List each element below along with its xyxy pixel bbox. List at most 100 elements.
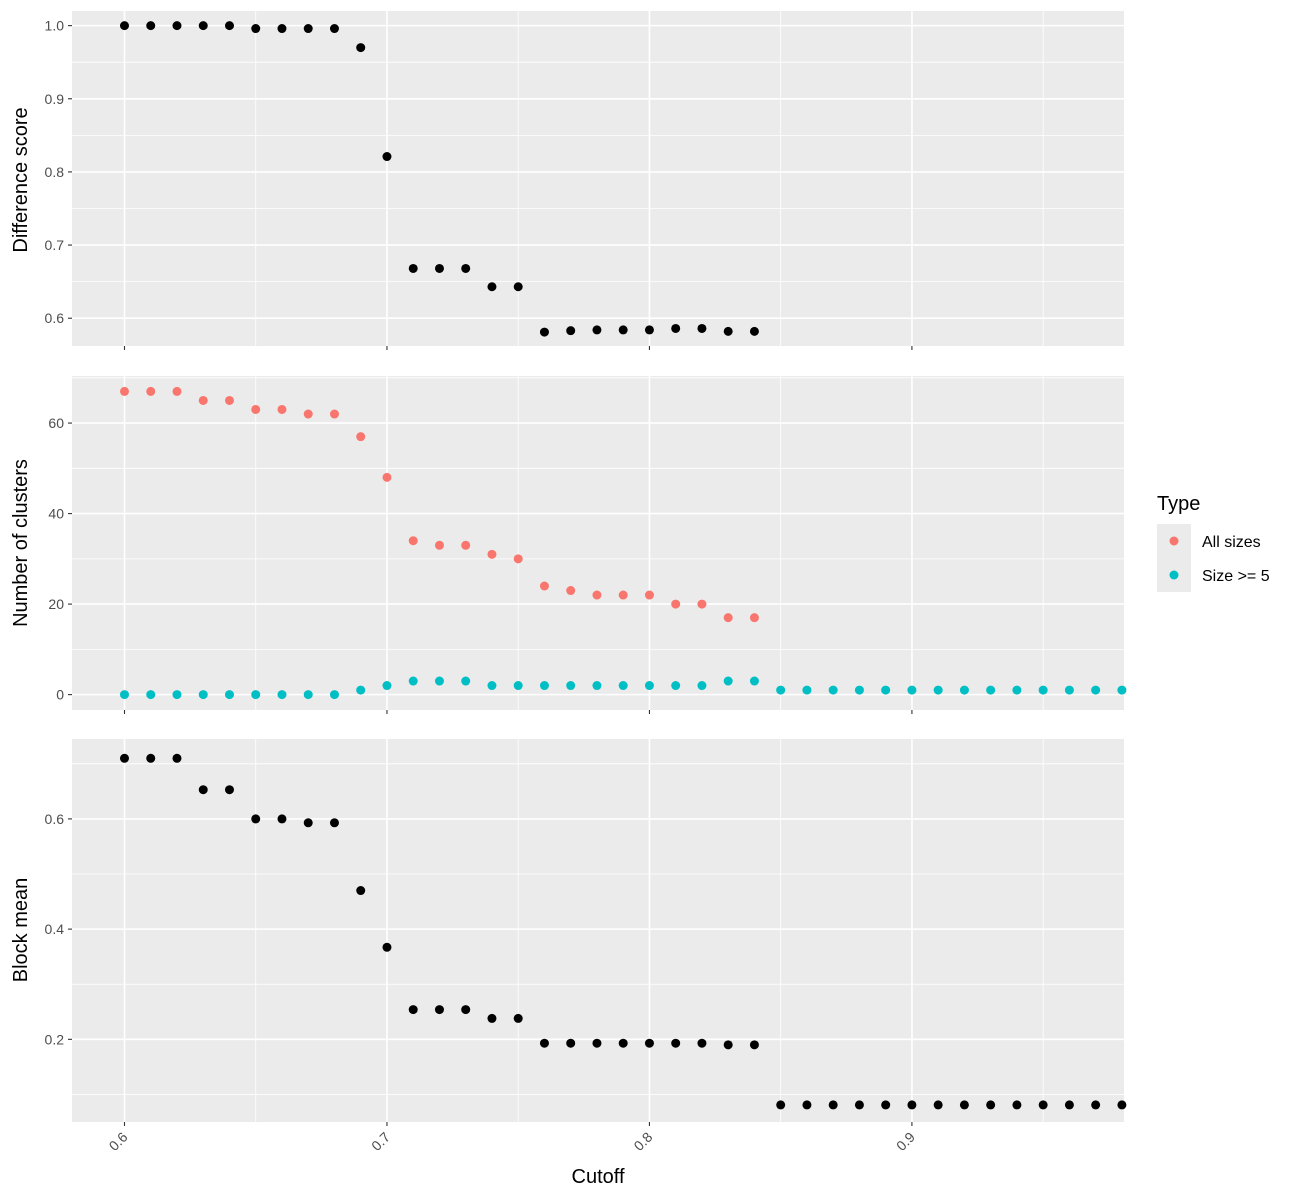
y-tick-label: 0.2 — [45, 1031, 65, 1047]
legend-title: Type — [1157, 493, 1200, 515]
data-point — [303, 690, 313, 700]
data-point — [277, 814, 287, 824]
y-tick-label: 0.7 — [45, 237, 65, 253]
panel-difference-score: 0.6 0.7 0.8 0.9 1.0 Difference score — [10, 11, 1124, 350]
x-tick-label: 0.9 — [893, 1129, 918, 1154]
data-point — [408, 676, 418, 686]
legend-label-all-sizes: All sizes — [1202, 534, 1261, 551]
series-number-of-clusters-0 — [119, 386, 759, 623]
data-point — [881, 1100, 891, 1110]
data-point — [749, 676, 759, 686]
data-point — [749, 326, 759, 336]
data-point — [986, 1100, 996, 1110]
data-point — [382, 681, 392, 691]
data-point — [408, 536, 418, 546]
data-point — [382, 942, 392, 952]
data-point — [723, 326, 733, 336]
data-point — [618, 1038, 628, 1048]
panel-number-of-clusters: 0 20 40 60 Number of clusters — [10, 376, 1127, 714]
data-point — [146, 690, 156, 700]
data-point — [618, 325, 628, 335]
data-point — [224, 395, 234, 405]
data-point — [1091, 1100, 1101, 1110]
data-point — [461, 540, 471, 550]
data-point — [1117, 1100, 1127, 1110]
data-point — [644, 1038, 654, 1048]
data-point — [539, 681, 549, 691]
data-point — [329, 409, 339, 419]
x-tick-label: 0.8 — [630, 1129, 655, 1154]
data-point — [356, 886, 366, 896]
y-axis-title-block-mean: Block mean — [10, 878, 32, 983]
data-point — [224, 21, 234, 31]
data-point — [854, 685, 864, 695]
series-number-of-clusters-1 — [119, 676, 1127, 700]
data-point — [251, 690, 261, 700]
x-tick-label: 0.6 — [106, 1129, 131, 1154]
data-point — [986, 685, 996, 695]
data-point — [277, 690, 287, 700]
data-point — [487, 1013, 497, 1023]
data-point — [828, 1100, 838, 1110]
data-point — [513, 681, 523, 691]
data-point — [329, 690, 339, 700]
data-point — [671, 681, 681, 691]
data-point — [303, 818, 313, 828]
data-point — [592, 681, 602, 691]
data-point — [539, 581, 549, 591]
data-point — [224, 690, 234, 700]
y-tick-label: 0.4 — [45, 921, 65, 937]
y-tick-label: 0.8 — [45, 164, 65, 180]
data-point — [881, 685, 891, 695]
data-point — [644, 590, 654, 600]
data-point — [1012, 1100, 1022, 1110]
data-point — [277, 24, 287, 34]
data-point — [854, 1100, 864, 1110]
data-point — [461, 263, 471, 273]
data-point — [1064, 685, 1074, 695]
data-point — [1091, 685, 1101, 695]
y-axis-title-number-of-clusters: Number of clusters — [10, 459, 32, 627]
data-point — [356, 685, 366, 695]
data-point — [172, 386, 182, 396]
data-point — [802, 1100, 812, 1110]
y-tick-label: 0.9 — [45, 91, 65, 107]
data-point — [198, 785, 208, 795]
data-point — [566, 1038, 576, 1048]
data-point — [671, 599, 681, 609]
data-point — [198, 690, 208, 700]
data-point — [697, 1038, 707, 1048]
data-point — [802, 685, 812, 695]
data-point — [959, 1100, 969, 1110]
panel-background — [72, 11, 1124, 346]
data-point — [671, 323, 681, 333]
data-point — [644, 681, 654, 691]
data-point — [198, 21, 208, 31]
data-point — [828, 685, 838, 695]
x-tick-label: 0.7 — [368, 1129, 393, 1154]
data-point — [566, 681, 576, 691]
panel-block-mean: 0.2 0.4 0.6 Block mean — [10, 739, 1127, 1126]
data-point — [487, 681, 497, 691]
data-point — [461, 676, 471, 686]
data-point — [251, 24, 261, 34]
data-point — [723, 613, 733, 623]
data-point — [933, 685, 943, 695]
data-point — [776, 1100, 786, 1110]
data-point — [723, 676, 733, 686]
x-axis-title: Cutoff — [572, 1166, 625, 1188]
legend-key-size-5 — [1169, 570, 1179, 580]
data-point — [907, 685, 917, 695]
data-point — [382, 472, 392, 482]
data-point — [146, 21, 156, 31]
y-axis-title-difference-score: Difference score — [10, 107, 32, 252]
y-tick-label: 20 — [48, 596, 64, 612]
data-point — [487, 282, 497, 292]
data-point — [539, 1038, 549, 1048]
y-tick-label: 60 — [48, 415, 64, 431]
data-point — [434, 676, 444, 686]
data-point — [644, 325, 654, 335]
data-point — [408, 263, 418, 273]
data-point — [776, 685, 786, 695]
data-point — [618, 590, 628, 600]
